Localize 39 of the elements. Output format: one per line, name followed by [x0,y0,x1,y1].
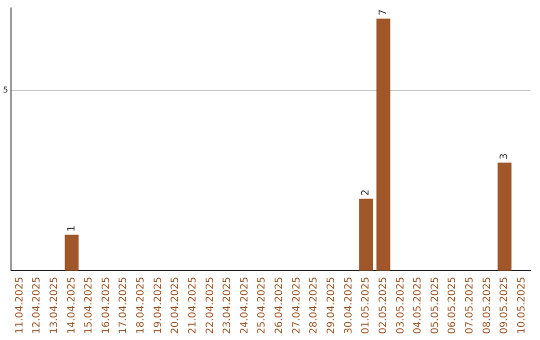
x-tick-label: 20.04.2025 [170,276,182,334]
x-tick-label: 24.04.2025 [239,276,250,334]
x-tick-label: 14.04.2025 [66,276,78,334]
x-tick-label: 16.04.2025 [100,276,112,334]
x-tick-label: 01.05.2025 [360,276,372,334]
x-tick-label: 12.04.2025 [32,276,43,334]
x-tick-label: 03.05.2025 [395,276,406,334]
x-tick-label: 13.04.2025 [48,276,60,334]
x-tick-label: 19.04.2025 [152,276,164,334]
x-tick-label: 30.04.2025 [343,276,354,334]
bar [376,18,390,271]
bar [498,162,512,271]
x-tick-label: 04.05.2025 [412,276,424,334]
x-tick-label: 21.04.2025 [187,276,198,334]
data-label: 7 [378,9,389,16]
x-tick-label: 22.04.2025 [204,276,216,334]
x-tick-label: 02.05.2025 [378,276,389,334]
x-tick-label: 09.05.2025 [499,276,510,334]
x-tick-label: 25.04.2025 [256,276,268,334]
x-tick-label: 06.05.2025 [447,276,458,334]
bar [64,234,79,271]
x-tick-label: 23.04.2025 [222,276,234,334]
data-label: 3 [499,153,510,160]
x-tick-label: 15.04.2025 [84,276,95,334]
x-tick-label: 08.05.2025 [482,276,493,334]
data-label: 1 [66,225,78,232]
x-tick-label: 18.04.2025 [136,276,147,334]
x-tick-label: 07.05.2025 [464,276,476,334]
x-tick-label: 28.04.2025 [308,276,320,334]
x-tick-label: 27.04.2025 [291,276,302,334]
x-tick-label: 29.04.2025 [326,276,337,334]
x-tick-label: 26.04.2025 [274,276,286,334]
data-label: 2 [360,189,372,196]
x-tick-label: 11.04.2025 [14,276,26,334]
y-tick-label: 5 [2,86,8,95]
x-tick-label: 10.05.2025 [516,276,528,334]
x-tick-label: 17.04.2025 [118,276,130,334]
bar [359,198,373,271]
x-tick-label: 05.05.2025 [430,276,441,334]
